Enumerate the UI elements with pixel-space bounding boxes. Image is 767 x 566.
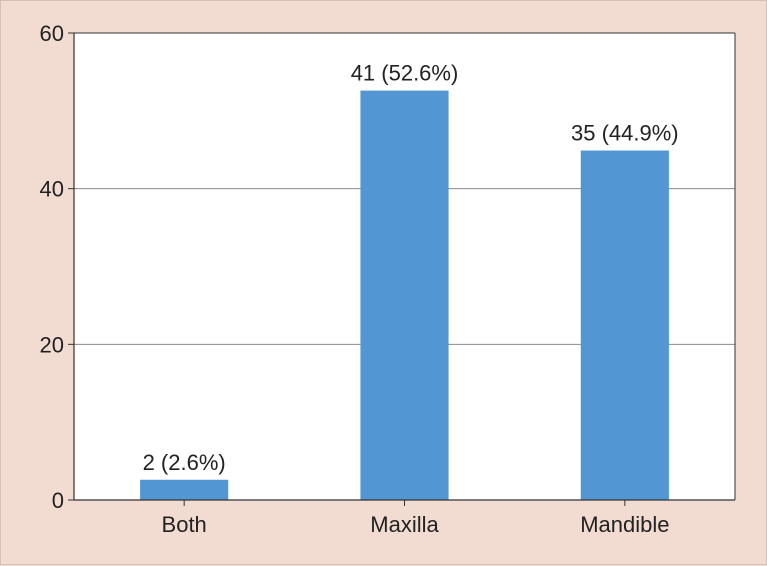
x-category-label: Mandible [580,512,669,537]
y-axis-ticks: 0 20 40 60 [40,21,74,513]
data-labels: 2 (2.6%) 41 (52.6%) 35 (44.9%) [143,61,679,475]
bar-data-label: 35 (44.9%) [571,121,679,146]
y-tick-label: 20 [40,332,64,357]
bars [140,90,669,501]
bar-data-label: 41 (52.6%) [351,61,459,86]
y-tick-label: 0 [52,488,64,513]
x-category-label: Both [162,512,207,537]
x-axis-labels: Both Maxilla Mandible [162,500,669,537]
x-category-label: Maxilla [370,512,439,537]
y-tick-label: 40 [40,177,64,202]
y-tick-label: 60 [40,21,64,46]
bar-data-label: 2 (2.6%) [143,450,226,475]
bar-mandible [580,150,669,501]
bar-both [140,479,229,500]
bar-maxilla [360,90,449,500]
